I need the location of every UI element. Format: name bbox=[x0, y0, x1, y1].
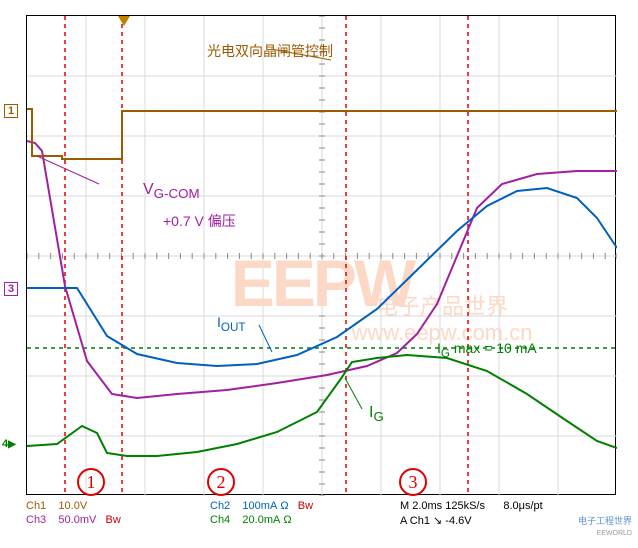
site-logo: 电子工程世界EEWORLD bbox=[554, 514, 632, 537]
ch3-footer: Ch3 50.0mV Bw bbox=[26, 514, 121, 526]
svg-text:电子产品世界: 电子产品世界 bbox=[376, 294, 508, 319]
vgcom-label: VG-COM bbox=[143, 181, 200, 201]
ch2-footer: Ch2 100mA Ω Bw bbox=[210, 500, 313, 512]
watermark: EEPW 电子产品世界 www.eepw.com.cn bbox=[231, 246, 533, 345]
phase-marker-1: 1 bbox=[77, 468, 105, 496]
phase-marker-2: 2 bbox=[207, 468, 235, 496]
igmax-label: IG max = 10 mA bbox=[437, 340, 537, 360]
ig-label: IG bbox=[369, 404, 384, 424]
oscilloscope-screenshot: 1 3 4▶ EEPW 电子产品世界 www.eepw.com.cn bbox=[0, 0, 638, 548]
ch4-axis-marker: 4▶ bbox=[2, 438, 16, 450]
timebase-footer: M 2.0ms 125kS/s 8.0μs/pt bbox=[400, 500, 543, 512]
phase-marker-3: 3 bbox=[399, 468, 427, 496]
triac-control-label: 光电双向晶闸管控制 bbox=[207, 41, 333, 61]
trigger-footer: A Ch1 ↘ -4.6V bbox=[400, 514, 472, 527]
plot-svg: EEPW 电子产品世界 www.eepw.com.cn bbox=[27, 16, 617, 496]
plot-area: EEPW 电子产品世界 www.eepw.com.cn 光电 bbox=[26, 15, 616, 495]
offset-label: +0.7 V 偏压 bbox=[163, 211, 236, 231]
ch1-footer: Ch1 10.0V bbox=[26, 500, 87, 512]
iout-label: IOUT bbox=[217, 314, 246, 334]
ch1-axis-marker: 1 bbox=[4, 104, 18, 118]
ch3-axis-marker: 3 bbox=[4, 282, 18, 296]
ch4-footer: Ch4 20.0mA Ω bbox=[210, 514, 292, 526]
